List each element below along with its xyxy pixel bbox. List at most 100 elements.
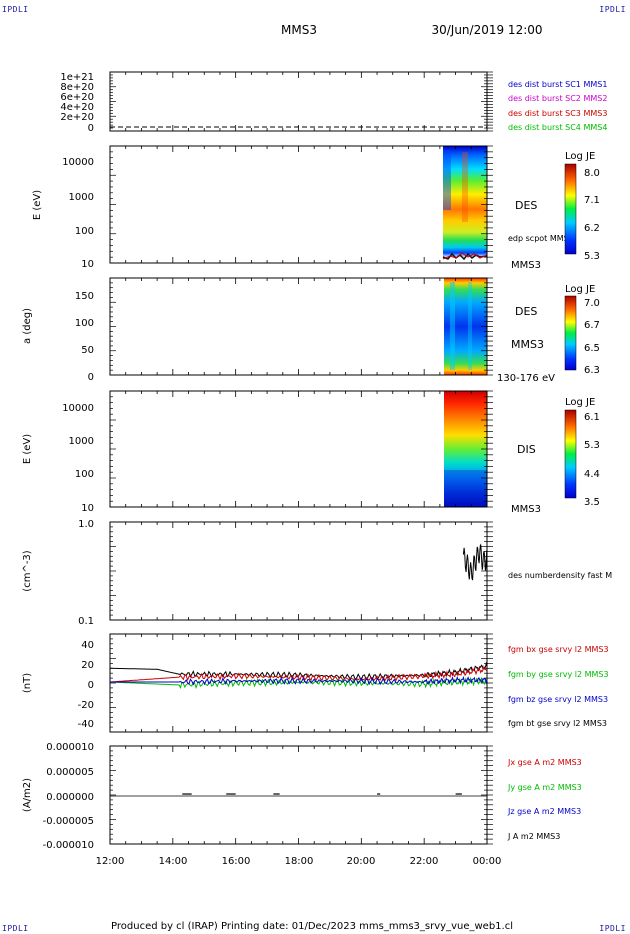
panel-4-ytick-3: 10: [81, 503, 94, 514]
panel-3-energy-range: 130-176 eV: [497, 373, 555, 384]
panel-7-ytick-1: 0.000005: [46, 767, 94, 778]
panel-3-ytick-0: 150: [75, 291, 94, 302]
panel-2-cbar-tick-0: 8.0: [584, 168, 600, 179]
corner-mark-top-right: IPDLI: [599, 5, 626, 14]
panel-4-cbar-tick-0: 6.1: [584, 412, 600, 423]
corner-mark-bottom-left: IPDLI: [2, 924, 29, 933]
panel-2-ytick-2: 100: [75, 226, 94, 237]
corner-mark-top-left: IPDLI: [2, 5, 29, 14]
panel-1-ytick-5: 0: [88, 123, 94, 134]
panel-1-ytick-2: 6e+20: [60, 92, 94, 103]
panel-3-ytick-1: 100: [75, 318, 94, 329]
panel-3-ytick-2: 50: [81, 345, 94, 356]
time-tick-4: 20:00: [347, 856, 376, 867]
panel-6-legend-2: fgm bz gse srvy l2 MMS3: [508, 695, 608, 704]
corner-mark-bottom-right: IPDLI: [599, 924, 626, 933]
panel-5-density: 1.0 0.1 (cm^-3) des numberdensity fast M: [22, 519, 612, 627]
panel-4-ytick-1: 1000: [69, 436, 94, 447]
panel-6-ytick-2: 0: [88, 680, 94, 691]
panel-7-ylabel: (A/m2): [22, 778, 33, 812]
panel-3-ytick-3: 0: [88, 372, 94, 383]
panel-2-stripe-b: [462, 152, 468, 222]
panel-6-ylabel: (nT): [22, 673, 33, 693]
panel-3-stripe-a: [450, 282, 455, 370]
time-axis: 12:00 14:00 16:00 18:00 20:00 22:00 00:0…: [96, 856, 502, 867]
panel-1-ytick-1: 8e+20: [60, 82, 94, 93]
panel-2-ytick-0: 10000: [62, 157, 94, 168]
panel-7-legend-1: Jy gse A m2 MMS3: [507, 783, 582, 792]
bfield-line-3: [110, 675, 488, 686]
panel-2-frame: [109, 145, 488, 264]
panel-2-cbar-tick-3: 5.3: [584, 251, 600, 262]
panel-3-cbar-tick-2: 6.5: [584, 343, 600, 354]
time-tick-5: 22:00: [410, 856, 439, 867]
panel-5-legend-0: des numberdensity fast M: [508, 571, 612, 580]
panel-2-cbar-tick-2: 6.2: [584, 223, 600, 234]
panel-2-scpot-line-red: [442, 252, 488, 260]
panel-3-ylabel: a (deg): [22, 308, 33, 344]
panel-4-spacecraft-label: MMS3: [511, 504, 541, 515]
panel-2-stripe-a: [443, 150, 451, 210]
panel-3-cbar-tick-0: 7.0: [584, 298, 600, 309]
panel-1-legend-0: des dist burst SC1 MMS1: [508, 80, 607, 89]
panel-2-ytick-3: 10: [81, 259, 94, 270]
panel-6-ytick-0: 40: [81, 640, 94, 651]
panel-5-ytick-1: 0.1: [78, 616, 94, 627]
panel-2-spectrogram: [443, 146, 487, 261]
panel-3-des-pitch-angle: 150 100 50 0 a (deg) DES MMS3 130-176 eV…: [22, 277, 600, 384]
panel-7-frame: [109, 745, 488, 845]
panel-4-instrument-label: DIS: [517, 443, 536, 456]
panel-4-dis-energy: 10000 1000 100 10 E (eV) DIS MMS3 Log JE…: [22, 390, 600, 515]
panel-4-cbar-tick-2: 4.4: [584, 469, 600, 480]
panel-1-ytick-3: 4e+20: [60, 102, 94, 113]
panel-2-colorbar: [564, 163, 577, 255]
panel-1-legend-1: des dist burst SC2 MMS2: [508, 94, 607, 103]
panel-3-cbar-tick-1: 6.7: [584, 320, 600, 331]
panel-7-ytick-0: 0.000010: [46, 742, 94, 753]
footer-text: Produced by cl (IRAP) Printing date: 01/…: [111, 921, 513, 932]
chart-title: MMS3: [281, 23, 317, 37]
panel-1-frame: [109, 71, 488, 132]
panel-7-ytick-3: -0.000005: [43, 816, 94, 827]
panel-4-cbar-tick-1: 5.3: [584, 440, 600, 451]
panel-5-ylabel: (cm^-3): [22, 550, 33, 591]
panel-7-current-density: 0.000010 0.000005 0.000000 -0.000005 -0.…: [22, 742, 582, 851]
panel-3-frame: [109, 277, 488, 376]
panel-6-legend-1: fgm by gse srvy l2 MMS3: [508, 670, 609, 679]
bfield-line-1: [109, 665, 488, 683]
panel-3-colorbar-title: Log JE: [565, 284, 595, 295]
panel-7-legend-0: Jx gse A m2 MMS3: [507, 758, 582, 767]
time-tick-2: 16:00: [222, 856, 251, 867]
panel-6-legend-3: fgm bt gse srvy l2 MMS3: [508, 719, 607, 728]
panel-2-ytick-1: 1000: [69, 192, 94, 203]
panel-6-legend-0: fgm bx gse srvy l2 MMS3: [508, 645, 609, 654]
panel-3-colorbar: [564, 295, 577, 371]
panel-4-spectrogram: [444, 391, 487, 507]
panel-7-ytick-4: -0.000010: [43, 840, 94, 851]
panel-4-lowE-noise: [444, 470, 487, 507]
panel-1-legend-3: des dist burst SC4 MMS4: [508, 123, 607, 132]
panel-7-legend-2: Jz gse A m2 MMS3: [507, 807, 581, 816]
panel-4-colorbar: [564, 409, 577, 499]
panel-1-legend-2: des dist burst SC3 MMS3: [508, 109, 607, 118]
panel-4-ytick-2: 100: [75, 469, 94, 480]
axis-ticks: [109, 71, 493, 845]
panel-6-ytick-1: 20: [81, 660, 94, 671]
panel-2-ylabel: E (eV): [32, 190, 43, 220]
time-tick-0: 12:00: [96, 856, 125, 867]
panel-5-ytick-0: 1.0: [78, 519, 94, 530]
panel-3-instrument-label: DES: [515, 305, 537, 318]
panel-6-ytick-3: -20: [78, 700, 94, 711]
panel-4-frame: [109, 390, 488, 508]
panel-1-ytick-0: 1e+21: [60, 72, 94, 83]
data-lines: [109, 543, 488, 795]
panel-6-ytick-4: -40: [78, 719, 94, 730]
panel-1-distributions: 1e+21 8e+20 6e+20 4e+20 2e+20 0 des dist…: [60, 71, 607, 134]
panel-2-instrument-label: DES: [515, 199, 537, 212]
panel-4-cbar-tick-3: 3.5: [584, 497, 600, 508]
panel-3-stripe-b: [468, 282, 472, 370]
panel-3-cbar-tick-3: 6.3: [584, 365, 600, 376]
panel-4-colorbar-title: Log JE: [565, 397, 595, 408]
panel-7-legend-3: J A m2 MMS3: [507, 832, 560, 841]
